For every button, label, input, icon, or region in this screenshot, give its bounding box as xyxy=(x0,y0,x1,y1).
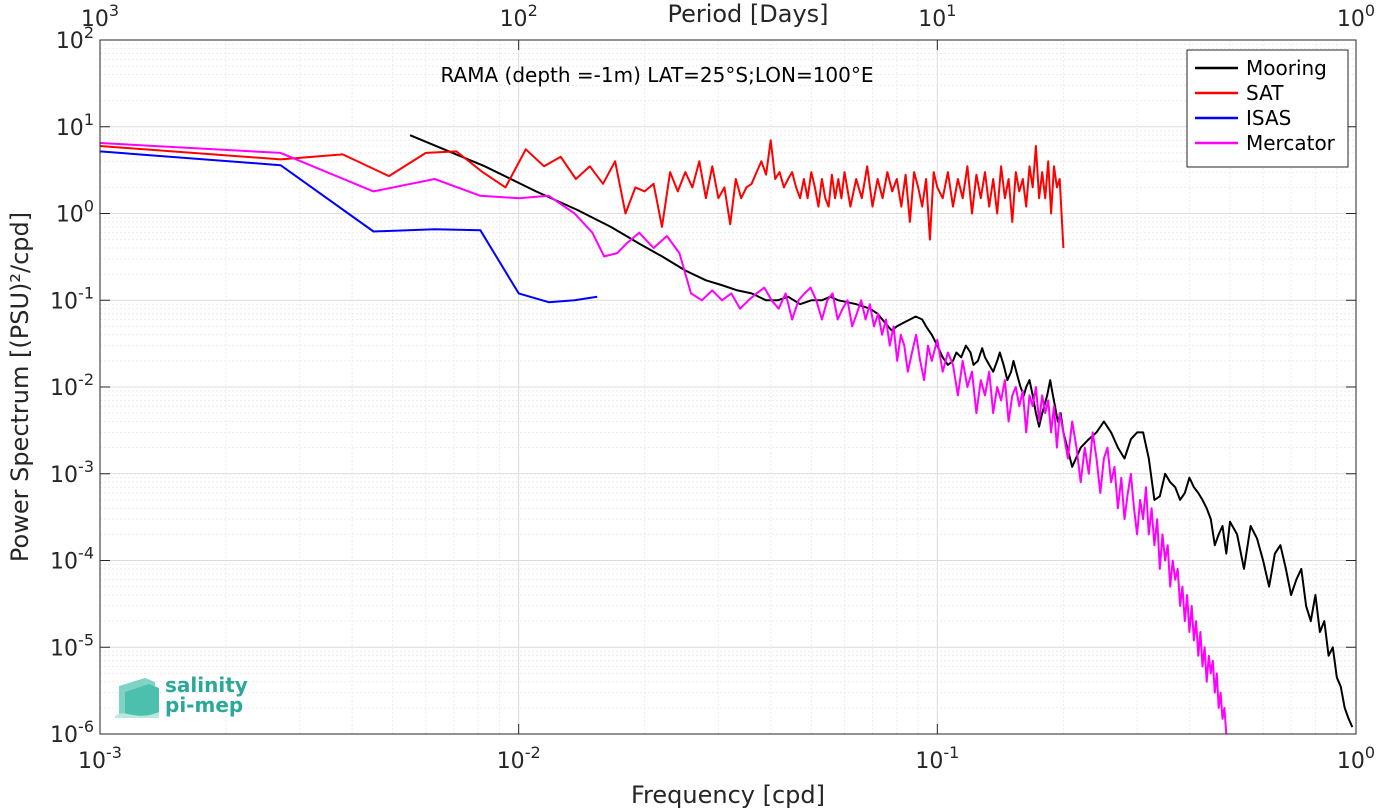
y-tick-label: 10-5 xyxy=(50,630,94,661)
grid xyxy=(99,40,1356,735)
legend-box xyxy=(1186,49,1349,168)
y-tick-label: 101 xyxy=(56,110,94,141)
y-tick-label: 10-3 xyxy=(50,457,94,488)
salinity-pi-mep-logo: salinity pi-mep xyxy=(115,673,248,718)
y-tick-label: 10-1 xyxy=(50,283,94,314)
y-tick-labels: 102 101 100 10-1 10-2 10-3 10-4 10-5 10-6 xyxy=(50,23,94,748)
top-tick-labels: 103 102 101 100 xyxy=(81,1,1375,32)
x-axis-label: Frequency [cpd] xyxy=(631,781,825,809)
y-tick-label: 10-6 xyxy=(50,717,94,748)
series-line-isas xyxy=(99,150,598,304)
x-tick-label: 100 xyxy=(1337,743,1375,774)
y-tick-label: 10-4 xyxy=(50,544,94,575)
y-tick-label: 10-2 xyxy=(50,370,94,401)
legend-label-mercator: Mercator xyxy=(1246,131,1336,155)
legend-label-isas: ISAS xyxy=(1246,106,1291,130)
logo-graphic-mid xyxy=(125,684,159,716)
y-tick-label: 102 xyxy=(56,23,94,54)
x-tick-labels: 10-3 10-2 10-1 100 xyxy=(78,743,1375,774)
legend-label-sat: SAT xyxy=(1246,81,1284,105)
logo-graphic-wave xyxy=(115,712,159,718)
chart-annotation: RAMA (depth =-1m) LAT=25°S;LON=100°E xyxy=(440,63,873,87)
top-tick-label: 103 xyxy=(81,1,119,32)
top-tick-label: 100 xyxy=(1337,1,1375,32)
series-line-mercator xyxy=(99,142,1228,735)
legend-label-mooring: Mooring xyxy=(1246,56,1327,80)
tick-marks xyxy=(99,39,1357,735)
y-tick-label: 100 xyxy=(56,197,94,228)
x-tick-label: 10-1 xyxy=(915,743,959,774)
top-tick-label: 101 xyxy=(918,1,956,32)
logo-line1: salinity xyxy=(165,673,248,697)
series-group xyxy=(99,134,1354,735)
y-axis-label: Power Spectrum [(PSU)²/cpd] xyxy=(6,212,34,562)
logo-line2: pi-mep xyxy=(165,693,243,717)
series-line-mooring xyxy=(409,134,1354,728)
x-tick-label: 10-3 xyxy=(78,743,122,774)
top-axis-label: Period [Days] xyxy=(667,0,828,28)
top-tick-label: 102 xyxy=(500,1,538,32)
series-line-sat xyxy=(99,139,1065,249)
x-tick-label: 10-2 xyxy=(497,743,541,774)
